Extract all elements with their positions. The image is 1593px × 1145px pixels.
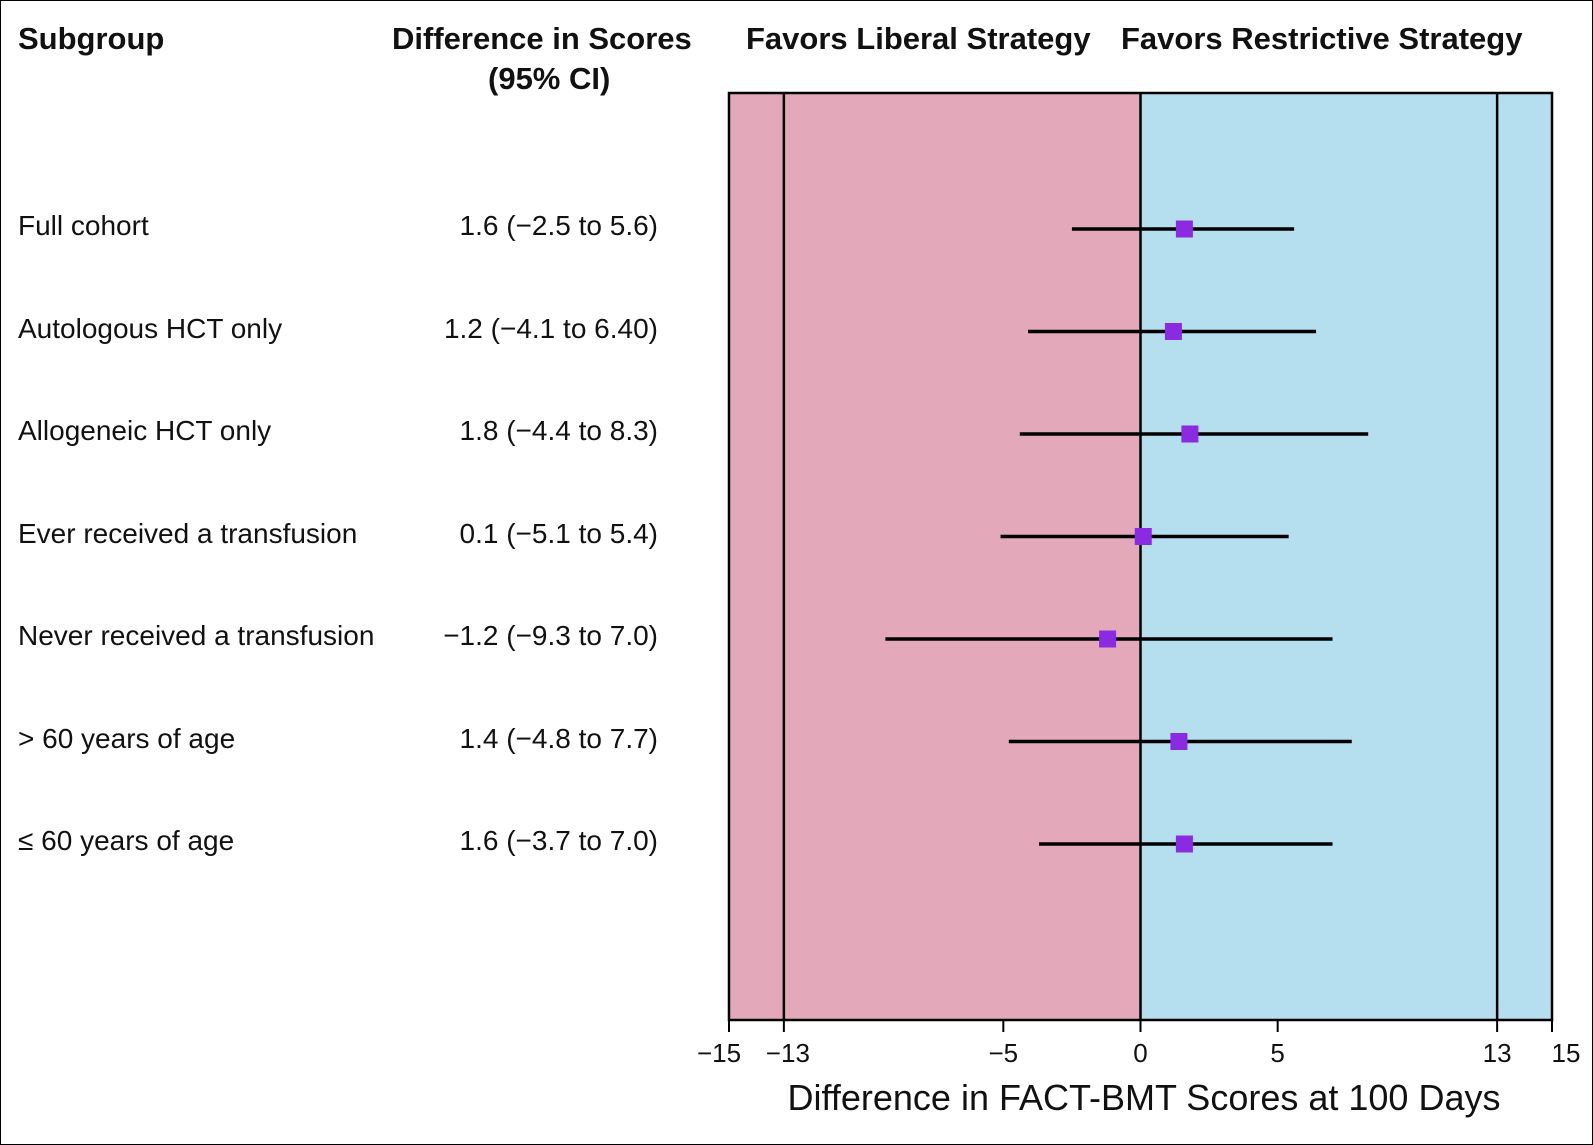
x-tick-label: 5	[1270, 1038, 1284, 1068]
x-tick-label: 15	[1552, 1038, 1581, 1068]
subgroup-header: Subgroup	[18, 21, 165, 56]
difference-header-line2: (95% CI)	[488, 61, 611, 96]
x-tick-label: 13	[1483, 1038, 1512, 1068]
point-estimate-marker	[1099, 630, 1117, 648]
favors-liberal-header: Favors Liberal Strategy	[746, 21, 1091, 56]
favors-restrictive-header: Favors Restrictive Strategy	[1121, 21, 1523, 56]
x-tick-label: −5	[989, 1038, 1019, 1068]
subgroup-label: Autologous HCT only	[18, 312, 283, 344]
difference-ci-value: 0.1 (−5.1 to 5.4)	[459, 517, 658, 549]
point-estimate-marker	[1181, 425, 1199, 443]
x-tick-label: 0	[1133, 1038, 1147, 1068]
point-estimate-marker	[1170, 733, 1188, 750]
point-estimate-marker	[1175, 220, 1193, 238]
point-estimate-marker	[1175, 835, 1193, 853]
difference-ci-value: 1.2 (−4.1 to 6.40)	[443, 312, 658, 344]
restrictive-region	[1140, 93, 1552, 1020]
difference-ci-value: −1.2 (−9.3 to 7.0)	[443, 620, 658, 651]
x-tick-label: −15	[697, 1038, 741, 1068]
difference-ci-value: 1.4 (−4.8 to 7.7)	[459, 722, 658, 754]
subgroup-label: Allogeneic HCT only	[18, 415, 272, 446]
difference-ci-value: 1.8 (−4.4 to 8.3)	[459, 415, 658, 446]
subgroup-label: Ever received a transfusion	[18, 517, 358, 549]
subgroup-label: Full cohort	[18, 210, 149, 241]
point-estimate-marker	[1164, 323, 1182, 340]
difference-ci-value: 1.6 (−2.5 to 5.6)	[459, 210, 658, 241]
subgroup-label: ≤ 60 years of age	[18, 825, 235, 856]
difference-ci-value: 1.6 (−3.7 to 7.0)	[459, 825, 658, 856]
subgroup-label: > 60 years of age	[18, 722, 236, 754]
subgroup-label: Never received a transfusion	[18, 620, 375, 651]
point-estimate-marker	[1134, 528, 1152, 545]
x-axis-label: Difference in FACT-BMT Scores at 100 Day…	[788, 1077, 1501, 1118]
x-tick-label: −13	[766, 1038, 810, 1068]
liberal-region	[729, 93, 1141, 1020]
difference-header-line1: Difference in Scores	[392, 21, 692, 56]
